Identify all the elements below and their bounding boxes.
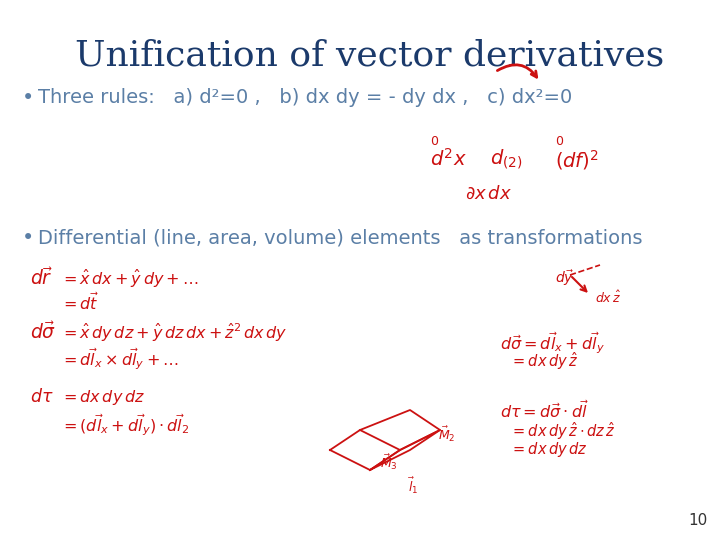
Text: $d_{(2)}$: $d_{(2)}$ [490, 148, 523, 171]
Text: $d\vec{r}$: $d\vec{r}$ [30, 268, 53, 289]
Text: $d^2 x$: $d^2 x$ [430, 148, 467, 170]
Text: $= \hat{x}\,dx + \hat{y}\,dy + \ldots$: $= \hat{x}\,dx + \hat{y}\,dy + \ldots$ [60, 268, 199, 290]
Text: 0: 0 [430, 135, 438, 148]
Text: $= d\vec{l}_x \times d\vec{l}_y + \ldots$: $= d\vec{l}_x \times d\vec{l}_y + \ldots… [60, 346, 179, 372]
Text: $d\vec{y}$: $d\vec{y}$ [555, 268, 574, 288]
Text: •: • [22, 228, 35, 248]
Text: $d\tau = d\vec{\sigma}\cdot d\vec{l}$: $d\tau = d\vec{\sigma}\cdot d\vec{l}$ [500, 400, 590, 421]
Text: $(df)^2$: $(df)^2$ [555, 148, 599, 172]
Text: $dx\,\hat{z}$: $dx\,\hat{z}$ [595, 290, 621, 306]
Text: 10: 10 [689, 513, 708, 528]
Text: $= (d\vec{l}_x + d\vec{l}_y)\cdot d\vec{l}_2$: $= (d\vec{l}_x + d\vec{l}_y)\cdot d\vec{… [60, 412, 189, 438]
Text: 0: 0 [555, 135, 563, 148]
Text: $= dx\,dy\,\hat{z}$: $= dx\,dy\,\hat{z}$ [510, 350, 578, 372]
Text: •: • [22, 88, 35, 108]
Text: Three rules:   a) d²=0 ,   b) dx dy = - dy dx ,   c) dx²=0: Three rules: a) d²=0 , b) dx dy = - dy d… [38, 88, 572, 107]
Text: $\partial x\, dx$: $\partial x\, dx$ [465, 185, 512, 203]
Text: $= dx\,dy\,dz$: $= dx\,dy\,dz$ [510, 440, 588, 459]
Text: $= dx\,dy\,dz$: $= dx\,dy\,dz$ [60, 388, 145, 407]
Text: Unification of vector derivatives: Unification of vector derivatives [76, 38, 665, 72]
Text: $d\vec{\sigma} = d\vec{l}_x + d\vec{l}_y$: $d\vec{\sigma} = d\vec{l}_x + d\vec{l}_y… [500, 330, 605, 356]
Text: Differential (line, area, volume) elements   as transformations: Differential (line, area, volume) elemen… [38, 228, 642, 247]
Text: $= d\vec{t}$: $= d\vec{t}$ [60, 292, 99, 313]
Text: $\vec{M}_3$: $\vec{M}_3$ [380, 453, 397, 472]
Text: $= dx\,dy\,\hat{z}\cdot dz\,\hat{z}$: $= dx\,dy\,\hat{z}\cdot dz\,\hat{z}$ [510, 420, 616, 442]
Text: $d\vec{\sigma}$: $d\vec{\sigma}$ [30, 322, 56, 343]
Text: $d\tau$: $d\tau$ [30, 388, 53, 406]
Text: $= \hat{x}\,dy\,dz + \hat{y}\,dz\,dx + \hat{z}^2\,dx\,dy$: $= \hat{x}\,dy\,dz + \hat{y}\,dz\,dx + \… [60, 322, 287, 344]
Text: $\vec{M}_2$: $\vec{M}_2$ [438, 425, 456, 444]
Text: $\vec{l}_1$: $\vec{l}_1$ [408, 476, 418, 496]
